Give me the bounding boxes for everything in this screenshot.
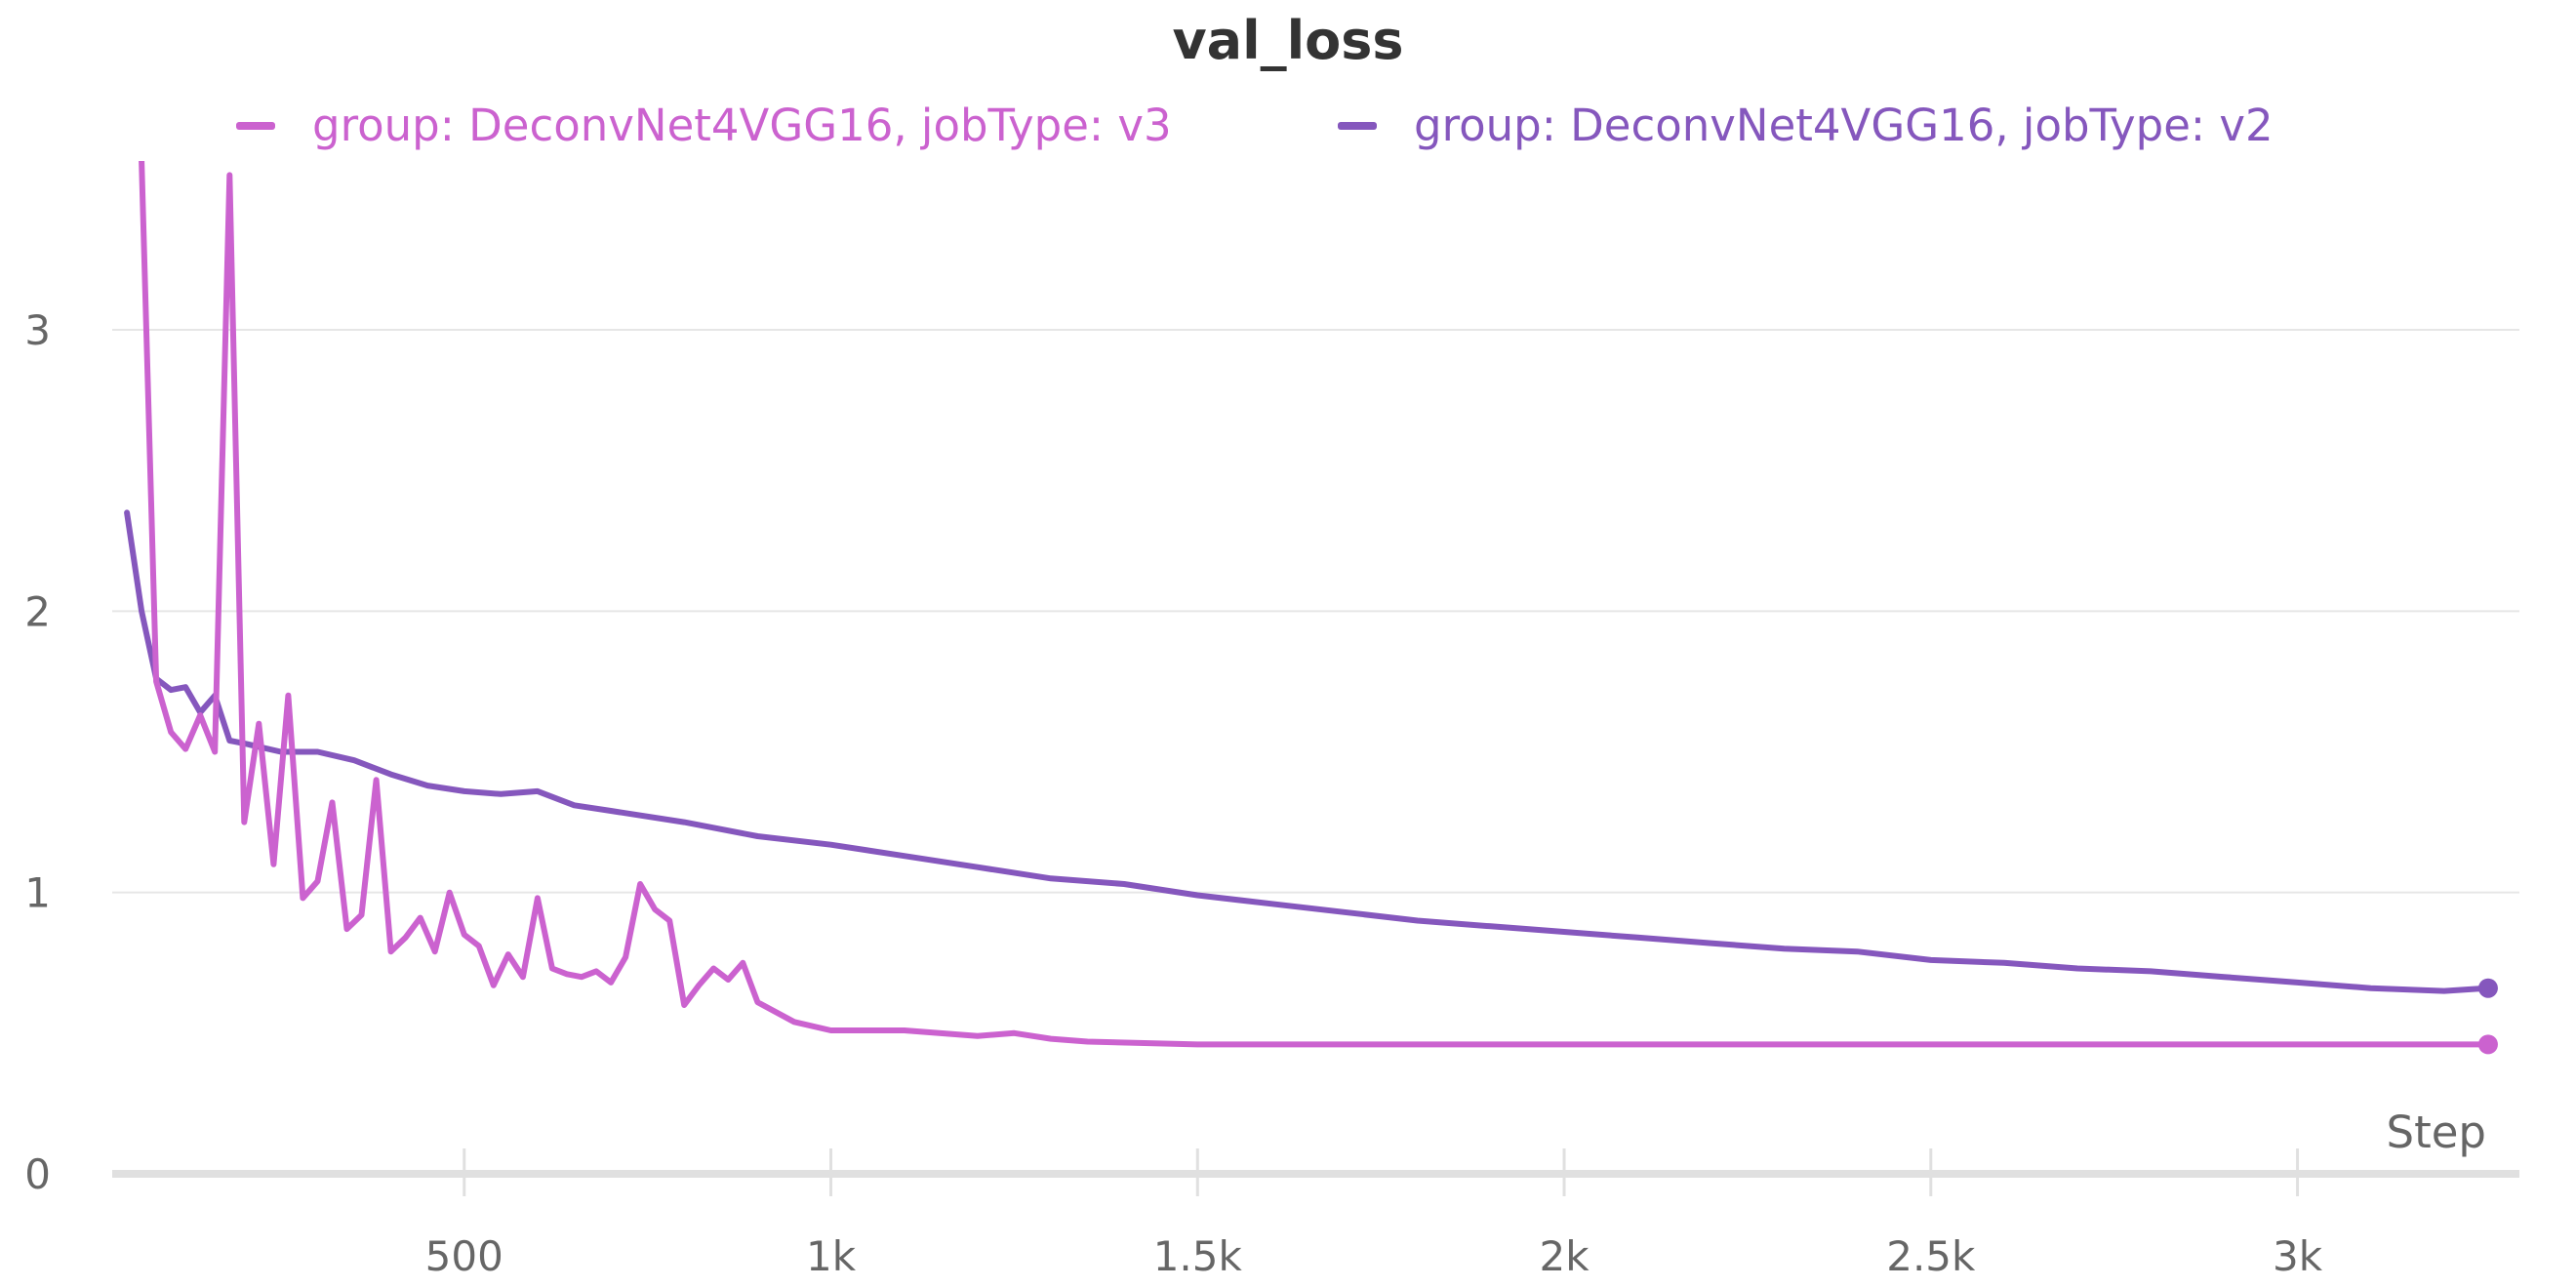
legend-label-v3: group: DeconvNet4VGG16, jobType: v3 xyxy=(312,100,1172,151)
series-line-v2[interactable] xyxy=(124,509,2491,994)
legend-swatch-v2 xyxy=(1338,121,1377,130)
legend-swatch-v3 xyxy=(236,121,275,130)
series-end-marker-v3 xyxy=(2477,1034,2498,1055)
y-axis: 0 1 2 3 xyxy=(24,306,51,1198)
legend-item-v2[interactable]: group: DeconvNet4VGG16, jobType: v2 xyxy=(1338,100,2274,151)
legend: group: DeconvNet4VGG16, jobType: v3 grou… xyxy=(0,100,2576,178)
chart-title: val_loss xyxy=(1172,10,1404,71)
x-tick-label: 1.5k xyxy=(1153,1232,1243,1280)
x-tick-label: 3k xyxy=(2273,1232,2323,1280)
x-tick-label: 2k xyxy=(1540,1232,1590,1280)
series-end-marker-v2 xyxy=(2477,978,2498,998)
x-tick-label: 1k xyxy=(806,1232,857,1280)
x-tick-label: 2.5k xyxy=(1886,1232,1976,1280)
y-tick-label: 1 xyxy=(24,869,51,917)
y-tick-label: 2 xyxy=(24,587,51,635)
x-tick-label: 500 xyxy=(425,1232,503,1280)
series-lines xyxy=(124,161,2491,1048)
legend-label-v2: group: DeconvNet4VGG16, jobType: v2 xyxy=(1414,100,2274,151)
legend-item-v3[interactable]: group: DeconvNet4VGG16, jobType: v3 xyxy=(236,100,1172,151)
y-tick-label: 0 xyxy=(24,1150,51,1198)
series-line-v3[interactable] xyxy=(139,161,2491,1048)
x-axis: 500 1k 1.5k 2k 2.5k 3k xyxy=(112,1148,2519,1280)
y-tick-label: 3 xyxy=(24,306,51,354)
x-axis-label: Step xyxy=(2387,1107,2486,1158)
grid-lines xyxy=(112,329,2519,894)
